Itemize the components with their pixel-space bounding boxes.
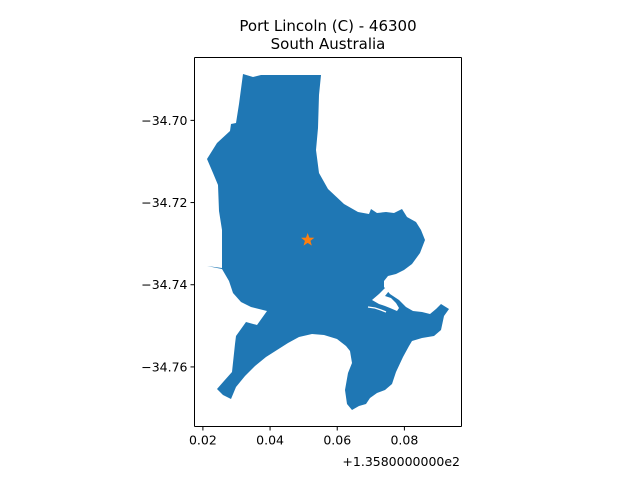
title-line-1: Port Lincoln (C) - 46300 (239, 17, 416, 35)
y-tick-label: −34.74 (141, 277, 187, 292)
marker-layer (301, 232, 315, 246)
region-polygon (207, 74, 449, 410)
y-tick-label: −34.72 (141, 195, 187, 210)
axes-frame (194, 57, 462, 427)
x-offset-label: +1.3580000000e2 (342, 454, 460, 469)
x-tick-label: 0.06 (323, 433, 351, 448)
y-tick-label: −34.70 (141, 113, 187, 128)
title-line-2: South Australia (271, 35, 386, 53)
centroid-star-marker (301, 232, 315, 246)
x-tick-label: 0.08 (390, 433, 418, 448)
y-axis: −34.70 −34.72 −34.74 −34.76 (141, 113, 195, 374)
inlet-channel (367, 306, 387, 313)
x-tick-label: 0.04 (256, 433, 284, 448)
inlet-shape (372, 288, 399, 311)
x-tick-label: 0.02 (189, 433, 217, 448)
x-axis: 0.02 0.04 0.06 0.08 (189, 426, 418, 448)
y-tick-label: −34.76 (141, 359, 187, 374)
